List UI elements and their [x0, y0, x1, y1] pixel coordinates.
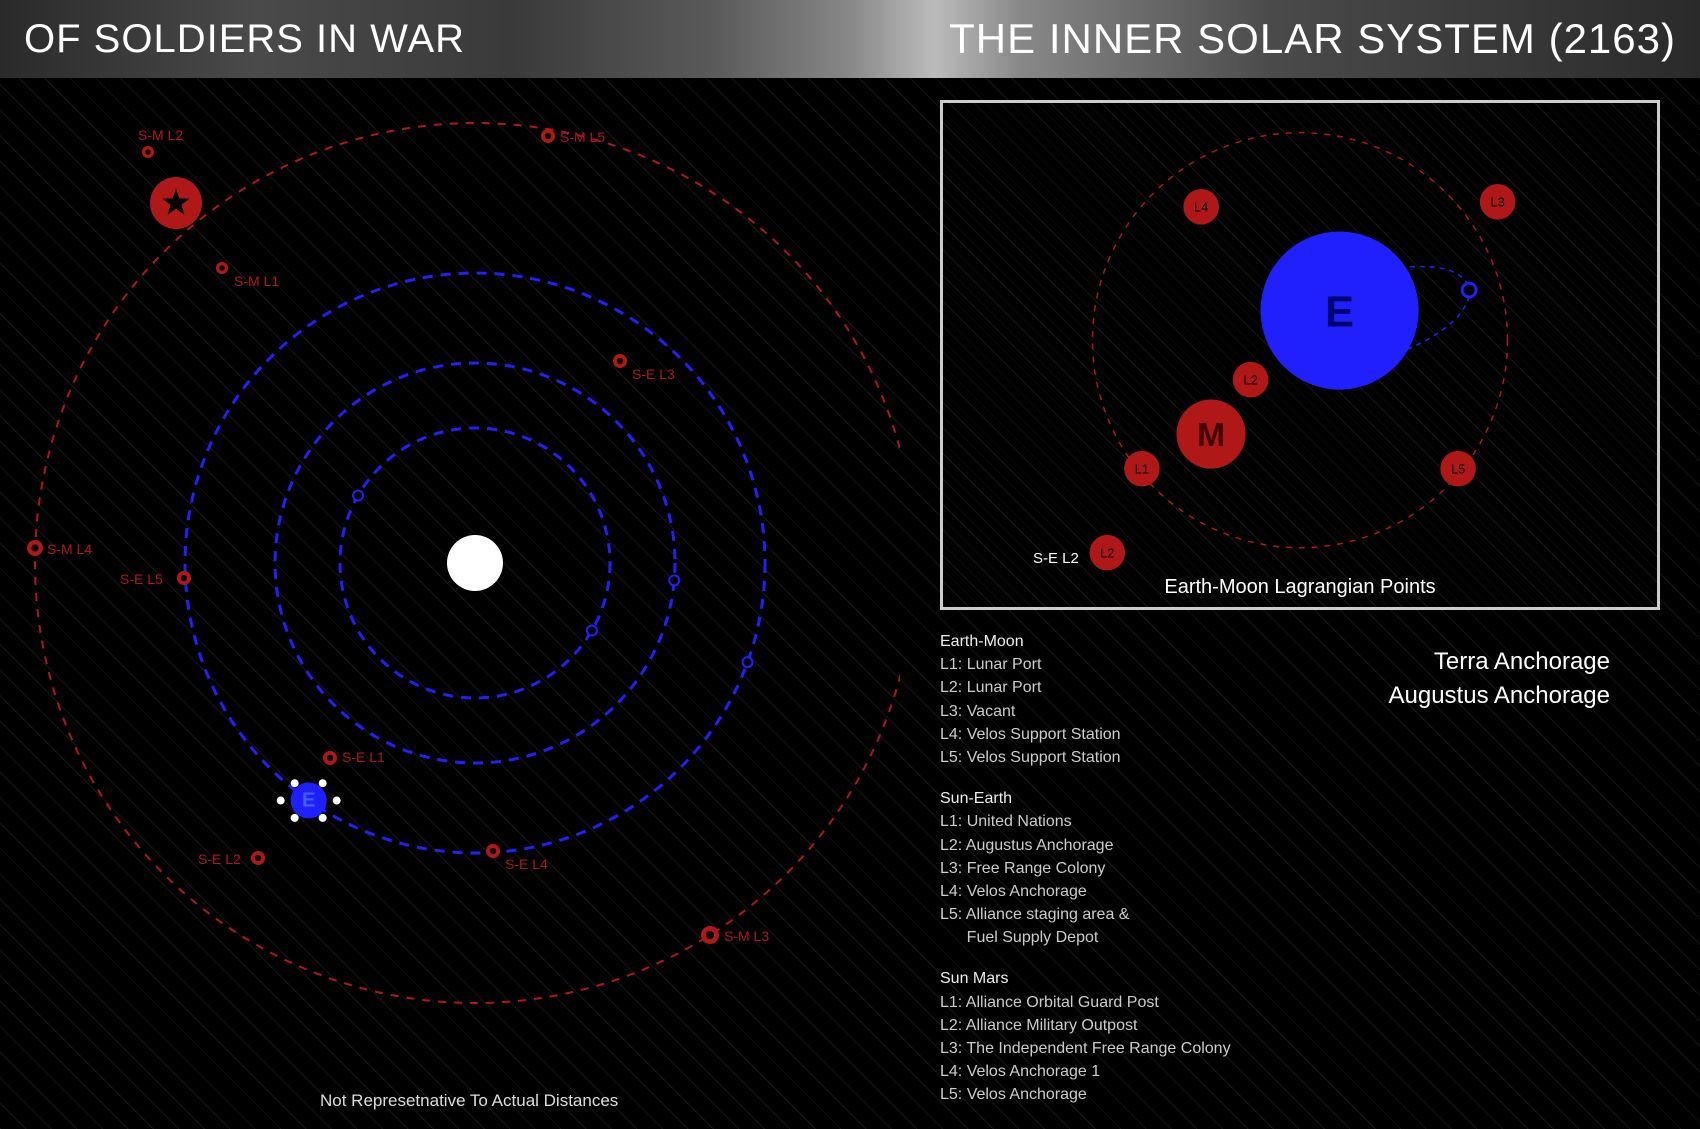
- legend-group: Sun MarsL1: Alliance Orbital Guard PostL…: [940, 967, 1231, 1106]
- legend-item: L5: Velos Anchorage: [940, 1083, 1231, 1106]
- title-right: THE INNER SOLAR SYSTEM (2163): [949, 15, 1676, 63]
- legend-item: L1: Alliance Orbital Guard Post: [940, 991, 1231, 1014]
- legend-item: L2: Alliance Military Outpost: [940, 1014, 1231, 1037]
- legend-group-title: Earth-Moon: [940, 630, 1231, 653]
- solar-system-diagram: E S-M L1 S-M L2 S-M L3 S-M L4 S-M L5 S-E L1 S-E…: [0, 78, 900, 1129]
- legend-item: L2: Lunar Port: [940, 676, 1231, 699]
- legend-item: L1: United Nations: [940, 810, 1231, 833]
- svg-text:L3: L3: [1491, 195, 1505, 210]
- anchorage-item: Augustus Anchorage: [1389, 679, 1611, 713]
- svg-text:S-M L3: S-M L3: [724, 928, 769, 944]
- title-left: OF SOLDIERS IN WAR: [24, 17, 465, 62]
- legend: Earth-MoonL1: Lunar PortL2: Lunar PortL3…: [940, 630, 1231, 1125]
- svg-text:M: M: [1197, 417, 1225, 454]
- svg-text:S-E L3: S-E L3: [632, 366, 675, 382]
- inset-se-l2-label: S-E L2: [1033, 550, 1079, 567]
- svg-text:E: E: [302, 790, 315, 812]
- legend-group: Earth-MoonL1: Lunar PortL2: Lunar PortL3…: [940, 630, 1231, 769]
- earth-moon-diagram: E M L1 L2 L2 L3 L4 L5: [943, 103, 1657, 607]
- svg-text:S-E L5: S-E L5: [120, 571, 163, 587]
- legend-group-title: Sun Mars: [940, 967, 1231, 990]
- svg-text:S-E L1: S-E L1: [342, 749, 385, 765]
- legend-item: L1: Lunar Port: [940, 653, 1231, 676]
- svg-text:S-E L4: S-E L4: [505, 856, 548, 872]
- svg-text:S-M L2: S-M L2: [138, 127, 183, 143]
- legend-item: L3: The Independent Free Range Colony: [940, 1037, 1231, 1060]
- svg-text:L1: L1: [1135, 462, 1149, 477]
- anchorage-callout: Terra AnchorageAugustus Anchorage: [1389, 645, 1611, 712]
- legend-item: L5: Velos Support Station: [940, 746, 1231, 769]
- title-bar: OF SOLDIERS IN WAR THE INNER SOLAR SYSTE…: [0, 0, 1700, 78]
- svg-text:S-M L5: S-M L5: [560, 129, 605, 145]
- legend-item: L4: Velos Anchorage: [940, 880, 1231, 903]
- svg-text:S-M L4: S-M L4: [47, 541, 92, 557]
- legend-item: L2: Augustus Anchorage: [940, 834, 1231, 857]
- svg-text:L2: L2: [1100, 546, 1114, 561]
- legend-item: L5: Alliance staging area &: [940, 903, 1231, 926]
- svg-text:S-E L2: S-E L2: [198, 851, 241, 867]
- inset-caption: Earth-Moon Lagrangian Points: [943, 576, 1657, 599]
- svg-text:L4: L4: [1194, 200, 1208, 215]
- legend-item: L3: Free Range Colony: [940, 857, 1231, 880]
- svg-text:L2: L2: [1243, 373, 1257, 388]
- legend-item: L3: Vacant: [940, 700, 1231, 723]
- legend-item: Fuel Supply Depot: [940, 926, 1231, 949]
- anchorage-item: Terra Anchorage: [1389, 645, 1611, 679]
- legend-item: L4: Velos Support Station: [940, 723, 1231, 746]
- legend-item: L4: Velos Anchorage 1: [940, 1060, 1231, 1083]
- legend-group: Sun-EarthL1: United NationsL2: Augustus …: [940, 787, 1231, 949]
- svg-text:S-M L1: S-M L1: [234, 273, 279, 289]
- svg-text:E: E: [1325, 288, 1354, 336]
- inset-panel: E M L1 L2 L2 L3 L4 L5 S-E L2 Earth-Moon Lagrang…: [940, 100, 1660, 610]
- legend-group-title: Sun-Earth: [940, 787, 1231, 810]
- footer-disclaimer: Not Represetnative To Actual Distances: [320, 1091, 618, 1111]
- svg-text:L5: L5: [1451, 462, 1465, 477]
